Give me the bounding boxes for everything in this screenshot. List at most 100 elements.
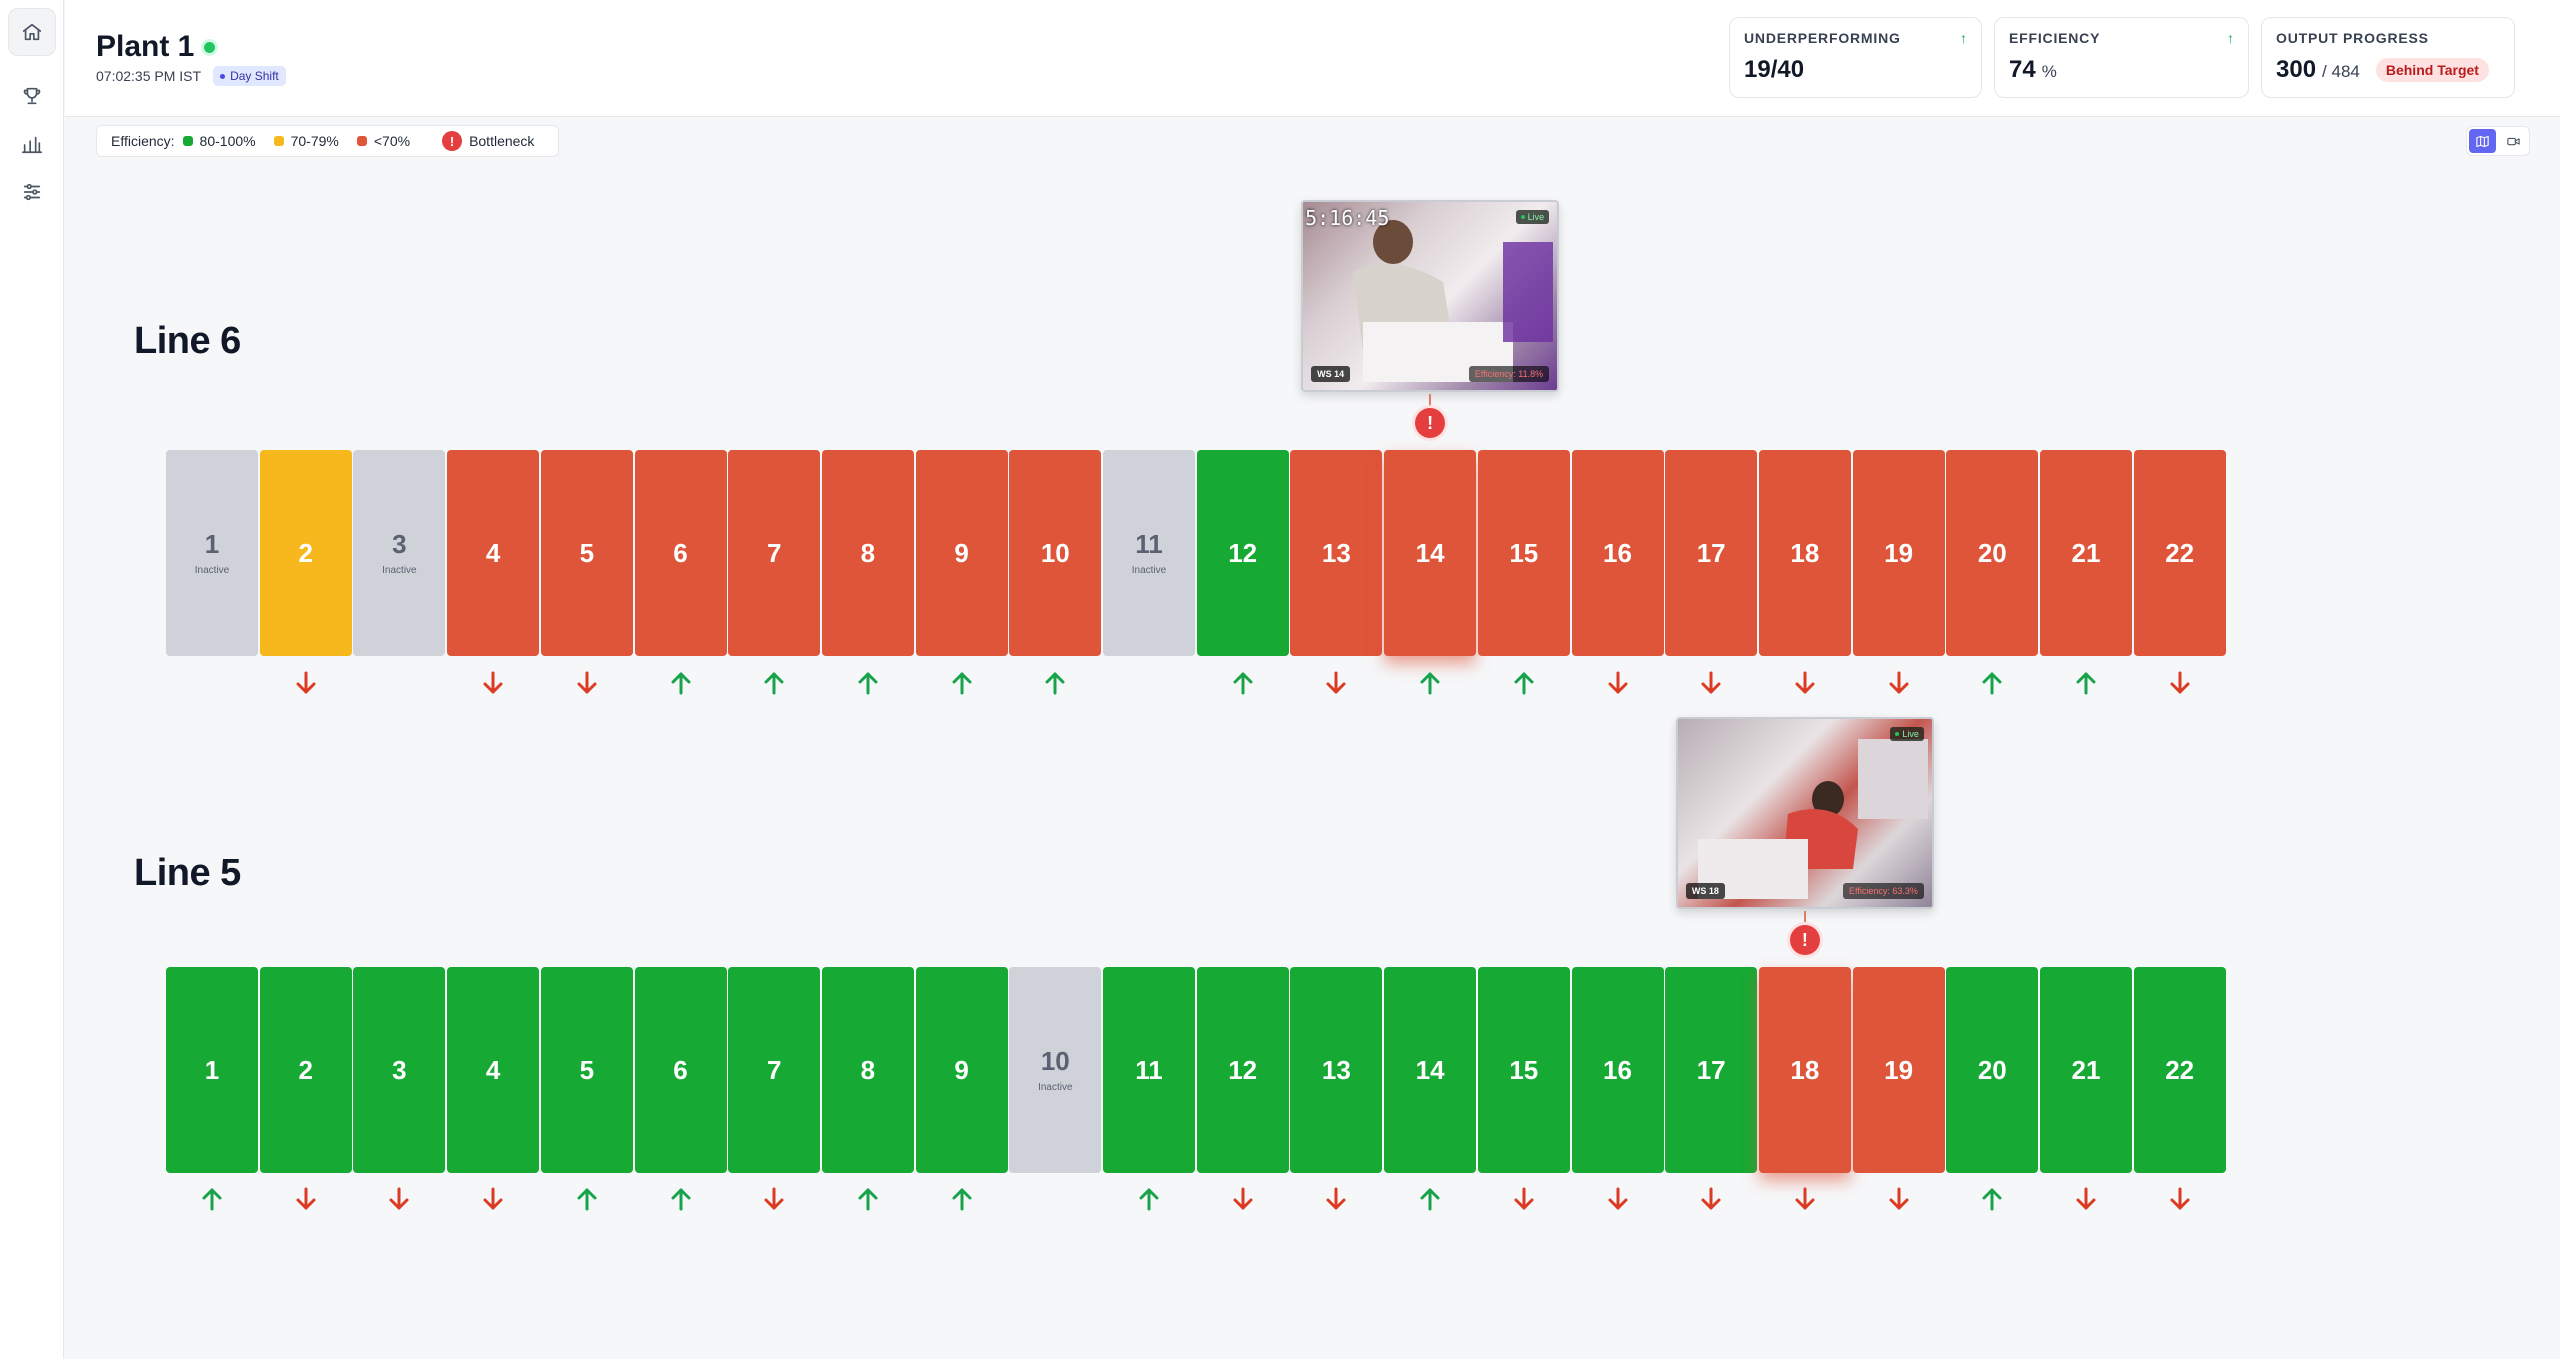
workstation-tile[interactable]: 22 bbox=[2133, 967, 2226, 1173]
workstation-tile[interactable]: 10 bbox=[1009, 450, 1102, 656]
analytics-nav-button[interactable] bbox=[8, 120, 56, 168]
sliders-icon bbox=[23, 183, 41, 201]
legend-low: <70% bbox=[373, 133, 411, 149]
workstation-number: 18 bbox=[1790, 1055, 1820, 1085]
bottleneck-icon: ! bbox=[442, 131, 463, 151]
workstation-number: 10 bbox=[1040, 1045, 1070, 1076]
workstation-number: 17 bbox=[1696, 538, 1726, 568]
shift-badge: Day Shift bbox=[213, 66, 286, 86]
workstation-tile[interactable]: 6 bbox=[634, 967, 727, 1173]
workstation-tile[interactable]: 2 bbox=[259, 967, 352, 1173]
workstation-tile[interactable]: 7 bbox=[728, 967, 821, 1173]
map-view-button[interactable] bbox=[2469, 129, 2496, 153]
legend-mid: 70-79% bbox=[290, 133, 339, 149]
workstation-tile[interactable]: 15 bbox=[1477, 450, 1570, 656]
kpi-output-progress[interactable]: OUTPUT PROGRESS 300 / 484 Behind Target bbox=[2261, 17, 2515, 98]
workstation-tile[interactable]: 14 bbox=[1384, 967, 1477, 1173]
legend-high-swatch bbox=[182, 136, 193, 146]
workstation-tile[interactable]: 17 bbox=[1665, 450, 1758, 656]
workstation-tile[interactable]: 11 Inactive bbox=[1103, 450, 1195, 656]
workstation-tile[interactable]: 9 bbox=[915, 967, 1008, 1173]
kpi-underperforming[interactable]: UNDERPERFORMING ↑ 19/40 bbox=[1729, 17, 1982, 98]
workstation-tile[interactable]: 19 bbox=[1852, 967, 1945, 1173]
workstation-number: 14 bbox=[1415, 538, 1445, 568]
workstation-tile[interactable]: 21 bbox=[2040, 967, 2132, 1173]
workstation-number: 6 bbox=[673, 538, 688, 568]
home-nav-button[interactable] bbox=[8, 8, 56, 56]
workstation-tile[interactable]: 7 bbox=[728, 450, 821, 656]
trend-down-icon bbox=[1231, 1186, 1255, 1212]
camera-feed[interactable]: 5:16:45 Live WS 14 Efficiency: 11.8% bbox=[1301, 200, 1560, 392]
bar-chart-icon bbox=[22, 136, 42, 154]
kpi-unit: % bbox=[2041, 62, 2057, 81]
kpi-label: EFFICIENCY bbox=[2009, 30, 2101, 46]
kpi-efficiency[interactable]: EFFICIENCY ↑ 74% bbox=[1994, 17, 2249, 98]
workstation-tile[interactable]: 18 bbox=[1758, 450, 1851, 656]
sidebar bbox=[0, 0, 64, 1359]
trend-up-icon bbox=[575, 1186, 599, 1212]
trend-up-icon bbox=[1137, 1186, 1161, 1212]
workstation-number: 4 bbox=[485, 1055, 501, 1085]
workstation-tile[interactable]: 4 bbox=[447, 450, 540, 656]
workstation-tile[interactable]: 11 bbox=[1103, 967, 1195, 1173]
camera-view-button[interactable] bbox=[2500, 129, 2527, 153]
bottleneck-icon[interactable]: ! bbox=[1789, 925, 1820, 955]
workstation-tile[interactable]: 12 bbox=[1196, 967, 1289, 1173]
settings-nav-button[interactable] bbox=[8, 168, 56, 216]
workstation-tile[interactable]: 21 bbox=[2040, 450, 2132, 656]
workstation-number: 21 bbox=[2071, 1055, 2101, 1085]
workstation-tile[interactable]: 12 bbox=[1196, 450, 1289, 656]
workstation-tile[interactable]: 19 bbox=[1852, 450, 1945, 656]
trophy-nav-button[interactable] bbox=[8, 72, 56, 120]
workstation-number: 10 bbox=[1040, 538, 1070, 568]
workstation-tile[interactable]: 18 bbox=[1758, 967, 1851, 1173]
workstation-tile[interactable]: 16 bbox=[1571, 967, 1664, 1173]
workstation-tile[interactable]: 3 Inactive bbox=[353, 450, 446, 656]
inactive-label: Inactive bbox=[1038, 1081, 1073, 1093]
workstation-tile[interactable]: 5 bbox=[540, 967, 633, 1173]
workstation-tile[interactable]: 14 bbox=[1384, 450, 1477, 656]
trend-down-icon bbox=[481, 1186, 505, 1212]
workstation-tile[interactable]: 9 bbox=[915, 450, 1008, 656]
workstation-tile[interactable]: 4 bbox=[447, 967, 540, 1173]
trend-up-icon: ↑ bbox=[2227, 30, 2234, 46]
workstation-tile[interactable]: 13 bbox=[1290, 967, 1383, 1173]
workstation-tile[interactable]: 8 bbox=[821, 967, 914, 1173]
map-icon bbox=[2476, 135, 2489, 147]
video-icon bbox=[2507, 137, 2520, 145]
bottleneck-icon[interactable]: ! bbox=[1415, 408, 1446, 438]
live-label: Live bbox=[1902, 729, 1919, 739]
workstation-tile[interactable]: 13 bbox=[1290, 450, 1383, 656]
workstation-tile[interactable]: 20 bbox=[1946, 450, 2039, 656]
trend-down-icon bbox=[1606, 670, 1630, 696]
workstation-tile[interactable]: 5 bbox=[540, 450, 633, 656]
workstation-tile[interactable]: 15 bbox=[1477, 967, 1570, 1173]
live-badge: Live bbox=[1515, 210, 1550, 224]
kpi-label: OUTPUT PROGRESS bbox=[2276, 30, 2429, 46]
workstation-number: 7 bbox=[766, 538, 782, 568]
workstation-tile[interactable]: 22 bbox=[2133, 450, 2226, 656]
workstation-tile[interactable]: 1 bbox=[166, 967, 258, 1173]
workstation-tile[interactable]: 2 bbox=[259, 450, 352, 656]
workstation-tile[interactable]: 17 bbox=[1665, 967, 1758, 1173]
trend-down-icon bbox=[294, 1186, 318, 1212]
efficiency-readout: Efficiency: 11.8% bbox=[1468, 366, 1550, 382]
trend-down-icon bbox=[1887, 1186, 1911, 1212]
trend-down-icon bbox=[387, 1186, 411, 1212]
workstation-tile[interactable]: 6 bbox=[634, 450, 727, 656]
workstation-tile[interactable]: 16 bbox=[1571, 450, 1664, 656]
workstation-badge: WS 18 bbox=[1685, 883, 1725, 899]
workstation-number: 9 bbox=[954, 538, 969, 568]
workstation-tile[interactable]: 3 bbox=[353, 967, 446, 1173]
trend-up-icon bbox=[856, 670, 880, 696]
camera-feed[interactable]: Live WS 18 Efficiency: 63.3% bbox=[1675, 717, 1934, 909]
legend-high: 80-100% bbox=[199, 133, 256, 149]
workstation-tile[interactable]: 10 Inactive bbox=[1009, 967, 1102, 1173]
line-title: Line 6 bbox=[134, 320, 241, 362]
bottleneck-connector bbox=[1429, 394, 1432, 408]
workstation-number: 15 bbox=[1509, 538, 1539, 568]
trend-up-icon bbox=[1418, 1186, 1442, 1212]
workstation-tile[interactable]: 8 bbox=[821, 450, 914, 656]
workstation-tile[interactable]: 20 bbox=[1946, 967, 2039, 1173]
workstation-tile[interactable]: 1 Inactive bbox=[166, 450, 258, 656]
